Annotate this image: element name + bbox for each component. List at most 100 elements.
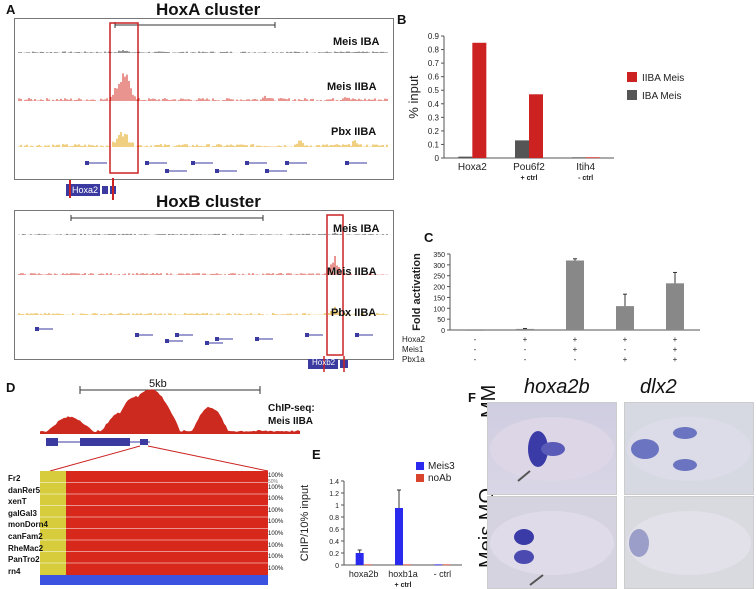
matrix-mark: +	[623, 335, 628, 344]
x-category-label: Pou6f2	[513, 162, 545, 173]
matrix-mark: -	[474, 335, 477, 344]
conservation-percent-mid: 50%	[268, 479, 279, 485]
species-label: xenT	[8, 497, 27, 507]
hoxa-track-meis-iiba: Meis IIBA	[327, 81, 377, 93]
conservation-percent: 100%	[268, 554, 284, 561]
gene-exon	[135, 333, 139, 337]
gene-exon	[245, 161, 249, 165]
gene-exon	[265, 169, 269, 173]
bar	[466, 330, 484, 331]
y-tick-label: 0.1	[428, 140, 440, 149]
gene-exon	[85, 161, 89, 165]
chart-e: 0 0.2 0.4 0.6 0.8 1 1.2 1.4 hoxa2b hoxb1a + ctrl - …	[299, 461, 462, 587]
y-tick-label: 350	[433, 252, 445, 259]
legend-swatch	[416, 474, 424, 482]
gene-exon	[255, 337, 259, 341]
signal-track	[18, 73, 388, 101]
matrix-mark: -	[624, 345, 627, 354]
y-tick-label: 0.6	[329, 527, 339, 534]
hoxa-cluster-title: HoxA cluster	[156, 0, 261, 19]
y-tick-label: 150	[433, 295, 445, 302]
matrix-mark: -	[524, 355, 527, 364]
y-tick-label: 0.4	[329, 539, 339, 546]
matrix-mark: -	[474, 355, 477, 364]
bar	[529, 94, 543, 158]
hoxb-track-pbx-iiba: Pbx IIBA	[331, 307, 377, 319]
bar	[515, 140, 529, 158]
bar	[585, 157, 600, 159]
matrix-mark: +	[673, 355, 678, 364]
gene-exon	[175, 333, 179, 337]
y-tick-label: 100	[433, 306, 445, 313]
matrix-mark: -	[574, 355, 577, 364]
y-tick-label: 1.2	[329, 491, 339, 498]
matrix-mark: +	[673, 345, 678, 354]
y-tick-label: 1	[335, 503, 339, 510]
bar	[434, 564, 443, 566]
matrix-row-label: Meis1	[402, 345, 424, 354]
bar	[363, 564, 372, 566]
species-label: monDorn4	[8, 520, 48, 530]
panel-b-label: B	[397, 12, 407, 27]
conservation-percent: 100%	[268, 473, 284, 479]
conservation-percent: 100%	[268, 565, 284, 572]
hoxa-track-meis-iba: Meis IBA	[333, 36, 380, 48]
signal-track	[18, 255, 388, 275]
gene-exon	[215, 169, 219, 173]
x-category-label: hoxa2b	[349, 569, 379, 579]
x-category-label: hoxb1a	[388, 569, 418, 579]
matrix-mark: +	[523, 335, 528, 344]
bar	[566, 260, 584, 330]
hoxb-track-meis-iiba: Meis IIBA	[327, 266, 377, 278]
gene-exon	[191, 161, 195, 165]
hoxa-browser-svg	[18, 22, 388, 174]
hoxb-track-meis-iba: Meis IBA	[333, 223, 380, 235]
bar	[403, 564, 411, 566]
bar	[516, 328, 534, 330]
scale-bar-label: 5kb	[149, 378, 167, 390]
y-tick-label: 0.8	[428, 46, 440, 55]
matrix-mark: +	[573, 335, 578, 344]
bar	[472, 42, 487, 158]
panel-c-label: C	[424, 230, 434, 245]
y-tick-label: 0	[435, 154, 440, 163]
legend-swatch	[416, 462, 424, 470]
image-meis-mo-hoxa2b	[487, 496, 617, 589]
x-category-label: Hoxa2	[458, 162, 487, 173]
y-axis-label: Fold activation	[411, 253, 423, 331]
matrix-row-label: Hoxa2	[402, 335, 426, 344]
hoxb-cluster-title: HoxB cluster	[156, 192, 261, 211]
x-category-sublabel: - ctrl	[578, 175, 593, 182]
legend-label: noAb	[428, 473, 452, 484]
y-tick-label: 0.5	[428, 86, 440, 95]
matrix-mark: -	[524, 345, 527, 354]
gene-exon	[205, 341, 209, 345]
hoxa-track-pbx-iiba: Pbx IIBA	[331, 126, 377, 138]
panel-d-figure	[40, 386, 300, 585]
col-hoxa2b-label: hoxa2b	[524, 376, 590, 398]
conservation-percent: 100%	[268, 484, 284, 491]
species-label: RheMac2	[8, 543, 44, 553]
matrix-mark: +	[573, 345, 578, 354]
y-tick-label: 0	[441, 328, 445, 335]
legend-label: IBA Meis	[642, 91, 681, 102]
signal-track	[18, 50, 388, 53]
matrix-mark: +	[673, 335, 678, 344]
species-label: canFam2	[8, 532, 43, 541]
bar	[666, 283, 684, 330]
gene-exon	[145, 161, 149, 165]
panel-d-label: D	[6, 380, 16, 395]
chart-b: 0 0.1 0.2 0.3 0.4 0.5 0.6 0.7 0.8 0.9 Hoxa2 Pou6f2 +…	[406, 32, 684, 182]
signal-track	[18, 132, 388, 147]
y-tick-label: 250	[433, 274, 445, 281]
x-category-sublabel: + ctrl	[521, 175, 538, 182]
hoxb-highlight-box	[326, 214, 344, 356]
y-tick-label: 0.6	[428, 73, 440, 82]
chip-seq-meis-label: Meis IIBA	[268, 416, 314, 427]
y-tick-label: 300	[433, 263, 445, 270]
hoxa-highlight-box	[109, 22, 139, 174]
bar	[458, 156, 473, 158]
hoxb-browser-box	[14, 210, 394, 360]
species-label: danRer5	[8, 485, 41, 495]
y-tick-label: 0.7	[428, 59, 440, 68]
